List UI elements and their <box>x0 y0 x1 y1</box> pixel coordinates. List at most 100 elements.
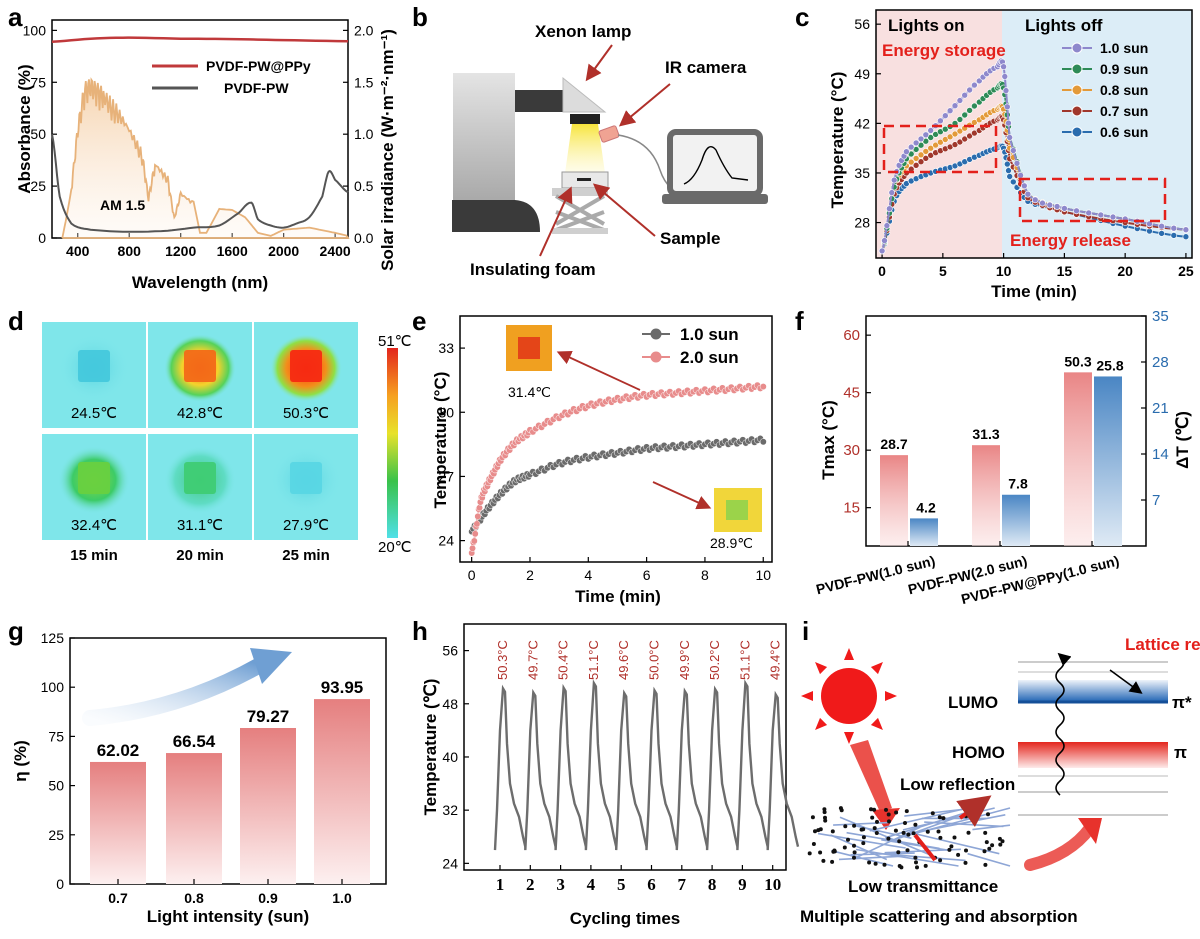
bar-tmax <box>1064 372 1092 546</box>
f-yl-tick-label: 45 <box>843 385 860 402</box>
lumo-band <box>1018 680 1168 702</box>
excitation-wave <box>1055 652 1072 796</box>
bar-delta-t <box>1002 494 1030 546</box>
tile-time-label: 20 min <box>176 547 224 564</box>
legend-label: 0.6 sun <box>1100 124 1148 140</box>
tile-time-label: 25 min <box>282 547 330 564</box>
arrow-foam <box>539 186 573 257</box>
bar-tmax <box>880 455 908 546</box>
particle <box>937 815 942 820</box>
bar-label-delta-t: 4.2 <box>916 499 936 515</box>
particle <box>873 861 878 866</box>
data-point <box>759 438 767 446</box>
bar-label-delta-t: 7.8 <box>1008 476 1028 492</box>
legend-label-ppy: PVDF-PW@PPy <box>206 58 311 74</box>
panel-label-g: g <box>8 616 24 646</box>
particle <box>925 829 930 834</box>
data-point <box>1158 230 1165 237</box>
fiber <box>887 853 966 862</box>
g-y-tick-label: 50 <box>48 778 64 794</box>
particle <box>911 831 916 836</box>
particle <box>838 806 843 811</box>
particle <box>869 807 873 812</box>
particle <box>897 839 902 844</box>
tile-temp-label: 31.1℃ <box>177 517 223 534</box>
particle <box>852 850 857 855</box>
series-line-pvdf-pw <box>51 134 349 233</box>
data-point <box>917 151 925 159</box>
particle <box>941 816 946 821</box>
particle <box>887 819 891 824</box>
data-point <box>476 504 483 512</box>
data-point <box>927 144 935 152</box>
bar-efficiency <box>240 727 296 884</box>
peak-label: 50.4°C <box>556 640 571 680</box>
y-axis-label-f-right: ΔT (℃) <box>1173 411 1192 469</box>
f-yr-tick-label: 35 <box>1152 308 1169 325</box>
particle <box>987 846 992 851</box>
g-y-tick-label: 25 <box>48 827 64 843</box>
data-point <box>1158 222 1165 230</box>
e-x-tick-label: 0 <box>468 567 476 583</box>
c-x-tick-label: 25 <box>1178 263 1194 279</box>
x-axis-label-e: Time (min) <box>575 587 661 606</box>
axis-ticks-f: 15 30 45 60 7 14 21 28 35 <box>843 308 1168 517</box>
data-point <box>1182 226 1190 233</box>
particle <box>861 827 866 832</box>
c-y-tick-label: 35 <box>854 165 870 181</box>
plot-frame-g <box>69 637 387 885</box>
particle <box>949 844 954 849</box>
panel-c: c 0 5 10 15 20 25 28 35 42 49 56 Lights on Lights … <box>795 2 1194 301</box>
particle <box>874 831 879 835</box>
peak-labels-h: 50.3°C 49.7°C 50.4°C 51.1°C 49.6°C 50.0°C 49.9… <box>495 640 783 680</box>
fiber-network <box>807 806 1011 870</box>
data-point <box>917 158 925 165</box>
panel-label-b: b <box>412 2 428 32</box>
y-axis-label-a-left: Absorbance (%) <box>15 64 34 193</box>
fiber <box>817 832 906 849</box>
particle <box>936 829 941 834</box>
data-point <box>1017 172 1024 179</box>
h-x-tick-label: 5 <box>617 875 626 894</box>
g-y-tick-label: 125 <box>41 630 65 646</box>
h-x-tick-label: 7 <box>678 875 687 894</box>
g-y-tick-label: 0 <box>56 876 64 892</box>
label-low-reflection: Low reflection <box>900 775 1015 794</box>
data-point <box>927 134 935 141</box>
series-line-am15 <box>61 77 350 239</box>
inset-lo-label: 28.9℃ <box>710 535 753 551</box>
particle <box>983 830 988 835</box>
data-point <box>961 135 969 143</box>
data-point <box>1003 160 1011 168</box>
legend-label: 0.7 sun <box>1100 103 1148 119</box>
legend-label: 1.0 sun <box>680 325 739 344</box>
series-line-pvdf-pw-ppy <box>51 36 349 44</box>
h-y-tick-label: 24 <box>442 855 458 871</box>
data-point <box>937 138 944 146</box>
particle <box>886 836 891 841</box>
g-y-tick-label: 75 <box>48 728 64 744</box>
tile-temp-label: 24.5℃ <box>71 405 117 422</box>
e-y-tick-label: 33 <box>438 340 454 356</box>
particle <box>903 821 907 825</box>
c-y-tick-label: 28 <box>854 215 870 231</box>
c-x-tick-label: 0 <box>878 263 886 279</box>
particle <box>861 841 866 846</box>
a-x-tick-label: 2400 <box>320 243 351 259</box>
peak-label: 51.1°C <box>586 640 601 680</box>
arrow-camera <box>618 83 671 127</box>
label-lattice: Lattice relaxation <box>1125 635 1200 654</box>
tile-temp-label: 50.3℃ <box>283 405 329 422</box>
f-yr-tick-label: 7 <box>1152 492 1160 509</box>
laptop-base <box>662 194 768 204</box>
data-point <box>1006 134 1014 141</box>
data-point <box>927 127 935 134</box>
particle <box>893 828 898 833</box>
plot-frame-h <box>463 623 787 871</box>
laptop-curve <box>683 146 749 185</box>
a-yr-tick-label: 1.5 <box>354 74 374 90</box>
legend-c: 1.0 sun 0.9 sun 0.8 sun 0.7 sun 0.6 sun <box>1062 40 1148 140</box>
xenon-lamp-head <box>562 76 607 113</box>
data-point <box>903 148 910 155</box>
inset-hi-core <box>518 337 540 359</box>
